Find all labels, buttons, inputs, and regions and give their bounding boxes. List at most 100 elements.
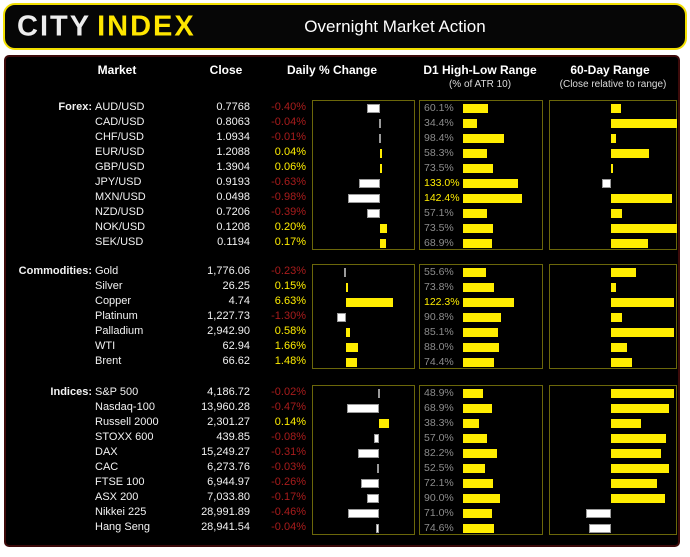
sixty-day-range-panel bbox=[549, 385, 677, 535]
d1-range-bar bbox=[463, 239, 492, 248]
d1-range-value: 98.4% bbox=[424, 132, 454, 144]
sixty-day-range-bar bbox=[611, 224, 677, 233]
column-header-d1-range: D1 High-Low Range bbox=[423, 63, 537, 77]
d1-range-bar bbox=[463, 149, 488, 158]
d1-range-value: 38.3% bbox=[424, 417, 454, 429]
market-cell: GBP/USD bbox=[95, 161, 145, 173]
d1-range-bar bbox=[463, 164, 494, 173]
daily-change-value: 1.48% bbox=[274, 355, 306, 367]
daily-change-value: -1.30% bbox=[271, 310, 306, 322]
sixty-day-range-bar bbox=[611, 464, 670, 473]
daily-change-value: -0.46% bbox=[271, 506, 306, 518]
d1-range-bar bbox=[463, 194, 522, 203]
section-commodities: 55.6% 73.8% 122.3% 90.8% 85.1% 88.0% 74.4% Comm… bbox=[6, 264, 678, 369]
daily-change-bar bbox=[359, 179, 380, 188]
d1-range-value: 122.3% bbox=[424, 296, 460, 308]
daily-change-bar bbox=[367, 494, 379, 503]
close-cell: 15,249.27 bbox=[201, 446, 250, 458]
d1-range-value: 58.3% bbox=[424, 147, 454, 159]
close-cell: 0.1194 bbox=[217, 236, 250, 248]
d1-range-value: 90.8% bbox=[424, 311, 454, 323]
close-cell: 1.2088 bbox=[216, 146, 250, 158]
market-cell: CAC bbox=[95, 461, 119, 473]
daily-change-value: 0.17% bbox=[274, 236, 306, 248]
daily-change-value: -0.02% bbox=[271, 386, 306, 398]
sixty-day-range-bar bbox=[611, 209, 623, 218]
sixty-day-range-bar bbox=[611, 149, 649, 158]
d1-range-bar bbox=[463, 449, 498, 458]
sixty-day-range-bar bbox=[611, 313, 623, 322]
sixty-day-range-bar bbox=[611, 343, 627, 352]
market-cell: Nikkei 225 bbox=[95, 506, 147, 518]
sixty-day-range-bar bbox=[589, 524, 611, 533]
column-subheader-60day-range: (Close relative to range) bbox=[559, 79, 667, 90]
column-subheader-d1-range: (% of ATR 10) bbox=[448, 79, 512, 90]
logo-city-text: CITY bbox=[17, 10, 92, 42]
d1-range-value: 71.0% bbox=[424, 507, 454, 519]
d1-range-bar bbox=[463, 343, 500, 352]
daily-change-bar bbox=[346, 328, 351, 337]
close-cell: 0.7768 bbox=[216, 101, 250, 113]
market-cell: Gold bbox=[95, 265, 119, 277]
daily-change-bar bbox=[377, 389, 380, 398]
d1-range-panel: 48.9% 68.9% 38.3% 57.0% 82.2% 52.5% 72.1% 90.0%… bbox=[419, 385, 543, 535]
daily-change-bar bbox=[346, 283, 348, 292]
daily-change-value: 1.66% bbox=[274, 340, 306, 352]
daily-change-value: -0.17% bbox=[271, 491, 306, 503]
daily-change-value: -0.03% bbox=[271, 461, 306, 473]
market-cell: EUR/USD bbox=[95, 146, 145, 158]
section-indices: 48.9% 68.9% 38.3% 57.0% 82.2% 52.5% 72.1% 90.0%… bbox=[6, 385, 678, 535]
daily-change-value: -0.63% bbox=[271, 176, 306, 188]
close-cell: 439.85 bbox=[216, 431, 250, 443]
d1-range-value: 85.1% bbox=[424, 326, 454, 338]
daily-change-bar bbox=[376, 464, 379, 473]
sixty-day-range-bar bbox=[601, 179, 611, 188]
daily-change-bar bbox=[347, 404, 379, 413]
d1-range-value: 73.8% bbox=[424, 281, 454, 293]
d1-range-bar bbox=[463, 224, 494, 233]
daily-change-bar bbox=[347, 509, 379, 518]
sixty-day-range-panel bbox=[549, 100, 677, 250]
daily-change-bar bbox=[367, 209, 380, 218]
daily-change-bar bbox=[336, 313, 346, 322]
close-cell: 0.0498 bbox=[216, 191, 250, 203]
sixty-day-range-bar bbox=[611, 239, 648, 248]
daily-change-value: -0.40% bbox=[271, 101, 306, 113]
d1-range-value: 48.9% bbox=[424, 387, 454, 399]
d1-range-value: 68.9% bbox=[424, 237, 454, 249]
daily-change-value: -0.04% bbox=[271, 116, 306, 128]
header-bar: CITY INDEX Overnight Market Action bbox=[3, 3, 687, 50]
daily-change-value: -0.08% bbox=[271, 431, 306, 443]
sixty-day-range-bar bbox=[611, 119, 677, 128]
close-cell: 1,776.06 bbox=[207, 265, 250, 277]
daily-change-bar bbox=[346, 343, 358, 352]
daily-change-bar bbox=[378, 134, 381, 143]
daily-change-bar bbox=[378, 119, 381, 128]
close-cell: 1.0934 bbox=[216, 131, 250, 143]
sixty-day-range-bar bbox=[611, 134, 617, 143]
d1-range-value: 90.0% bbox=[424, 492, 454, 504]
sixty-day-range-bar bbox=[611, 328, 674, 337]
d1-range-bar bbox=[463, 179, 519, 188]
daily-change-value: 0.14% bbox=[274, 416, 306, 428]
market-cell: STOXX 600 bbox=[95, 431, 154, 443]
daily-change-value: -0.01% bbox=[271, 131, 306, 143]
daily-change-panel bbox=[312, 385, 415, 535]
daily-change-bar bbox=[380, 224, 387, 233]
market-cell: MXN/USD bbox=[95, 191, 146, 203]
daily-change-bar bbox=[380, 164, 382, 173]
sixty-day-range-bar bbox=[611, 298, 674, 307]
close-cell: 6,273.76 bbox=[207, 461, 250, 473]
close-cell: 0.1208 bbox=[216, 221, 250, 233]
close-cell: 28,941.54 bbox=[201, 521, 250, 533]
close-cell: 1.3904 bbox=[216, 161, 250, 173]
sixty-day-range-bar bbox=[611, 494, 666, 503]
close-cell: 4,186.72 bbox=[207, 386, 250, 398]
d1-range-bar bbox=[463, 389, 484, 398]
close-cell: 2,301.27 bbox=[207, 416, 250, 428]
daily-change-value: 6.63% bbox=[274, 295, 306, 307]
report-panel: Market Close Daily % Change D1 High-Low … bbox=[4, 55, 680, 547]
sixty-day-range-bar bbox=[611, 283, 617, 292]
daily-change-value: 0.15% bbox=[274, 280, 306, 292]
close-cell: 6,944.97 bbox=[207, 476, 250, 488]
